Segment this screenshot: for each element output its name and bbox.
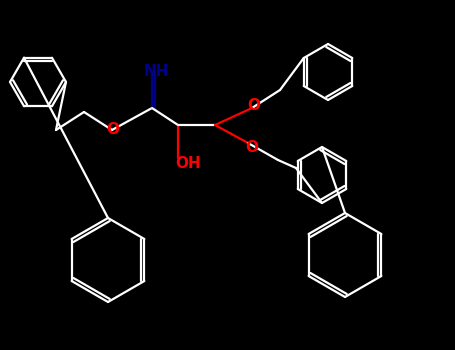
Text: OH: OH <box>175 155 201 170</box>
Text: O: O <box>246 140 258 155</box>
Text: NH: NH <box>143 63 169 78</box>
Text: O: O <box>248 98 261 113</box>
Text: O: O <box>106 122 120 138</box>
